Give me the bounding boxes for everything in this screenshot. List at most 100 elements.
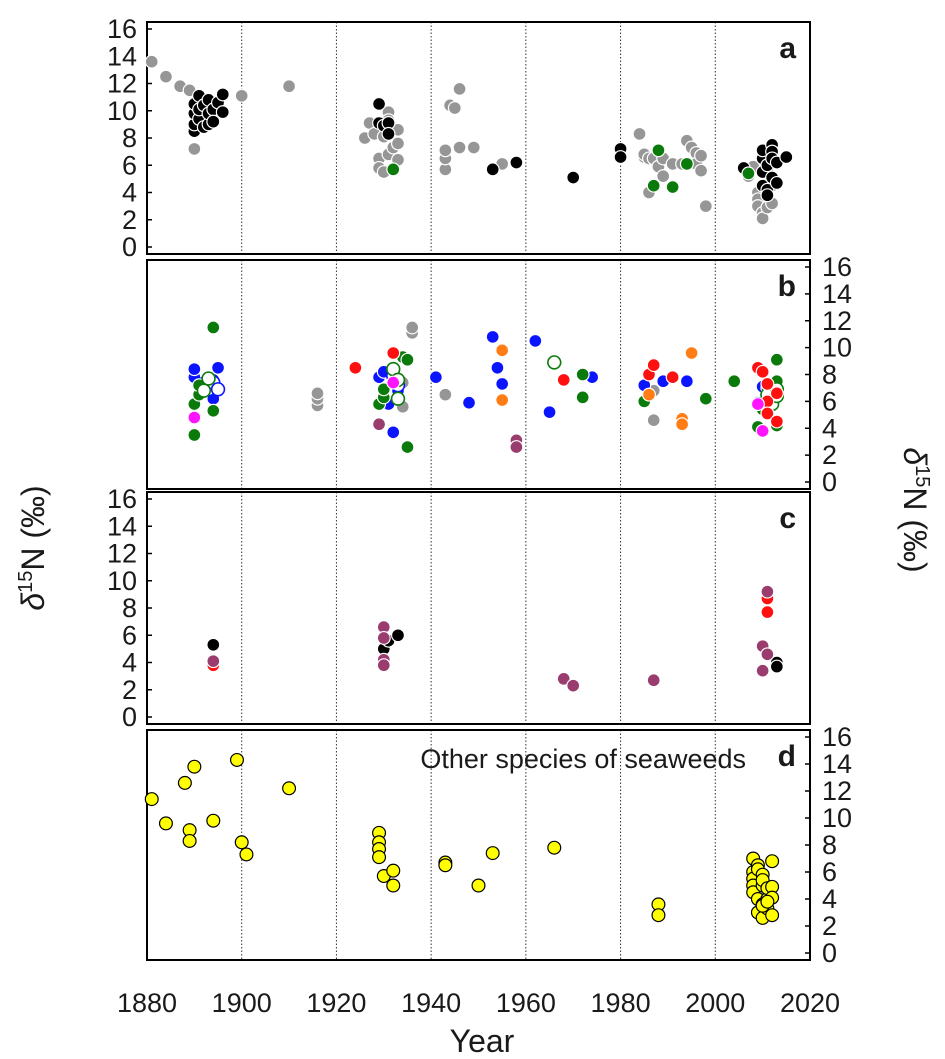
data-point-green [646,178,661,193]
data-point-purple [556,671,571,686]
panel-label: c [779,502,796,535]
y-tick-label: 16 [822,252,852,282]
data-point-purple [760,584,775,599]
data-point-orange [684,346,699,361]
data-point-purple [760,647,775,662]
data-point-yellow [177,775,192,790]
data-point-blue [528,333,543,348]
y-tick-label: 8 [822,830,837,860]
data-point-red [760,376,775,391]
panel-label: b [778,270,796,303]
data-point-green [376,382,391,397]
data-point-green [679,156,694,171]
x-tick-label: 1920 [306,988,366,1018]
data-point-gray [656,169,671,184]
y-tick-label: 14 [107,511,137,541]
data-point-yellow [229,752,244,767]
data-point-gray [187,141,202,156]
data-point-yellow [765,908,780,923]
data-point-green [698,391,713,406]
data-point-yellow [187,759,202,774]
y-tick-label: 2 [822,440,837,470]
data-point-green [575,367,590,382]
y-axis-title-left-rest: N (‰) [15,485,51,570]
x-axis-title: Year [450,1023,515,1059]
data-point-gray [390,136,405,151]
y-tick-label: 4 [122,648,137,678]
data-point-yellow [386,863,401,878]
data-point-red [646,358,661,373]
data-point-green [400,440,415,455]
data-point-gray [698,199,713,214]
data-point-orange [675,417,690,432]
data-point-gray [466,140,481,155]
data-point-orange [495,343,510,358]
y-tick-label: 4 [122,178,137,208]
data-point-orange [495,393,510,408]
data-point-blue [490,360,505,375]
y-tick-label: 6 [822,857,837,887]
data-point-gray [158,69,173,84]
data-point-green-hollow [390,391,406,406]
x-tick-label: 1960 [496,988,556,1018]
data-point-black [769,175,784,190]
data-point-magenta [187,410,202,425]
data-point-green [741,166,756,181]
x-tick-label: 1940 [401,988,461,1018]
data-point-purple [509,440,524,455]
data-point-gray [438,143,453,158]
data-point-green [400,352,415,367]
data-point-black [769,659,784,674]
y-tick-label: 8 [122,123,137,153]
y-axis-title-left: δ15N (‰) [15,485,51,610]
data-point-yellow [471,878,486,893]
data-point-blue [462,395,477,410]
data-point-purple [206,654,221,669]
data-point-black [509,155,524,170]
y-tick-label: 12 [107,539,137,569]
data-point-black [566,170,581,185]
data-point-yellow [485,846,500,861]
data-point-black [760,188,775,203]
data-point-blue [485,329,500,344]
data-point-green [651,143,666,158]
data-point-black [381,126,396,141]
y-tick-label: 10 [107,566,137,596]
y-tick-label: 8 [822,360,837,390]
data-point-purple [376,630,391,645]
y-tick-label: 14 [822,279,852,309]
data-point-gray [310,386,325,401]
y-axis-title-right-rest: N (‰) [897,487,933,572]
data-point-red [386,346,401,361]
y-tick-label: 16 [822,722,852,752]
data-point-yellow [182,833,197,848]
data-point-black [390,628,405,643]
data-point-yellow [438,858,453,873]
data-point-purple [755,663,770,678]
data-point-black [779,150,794,165]
data-point-gray [144,54,159,69]
panel-label: a [779,32,796,65]
data-point-orange [641,387,656,402]
data-point-blue [187,362,202,377]
y-tick-label: 12 [107,69,137,99]
data-point-red [665,370,680,385]
x-tick-label: 1980 [591,988,651,1018]
y-axis-title-right-sup: 15 [911,465,933,487]
data-point-red [760,605,775,620]
panel-frame [146,21,811,255]
data-point-green [769,352,784,367]
y-tick-label: 10 [822,803,852,833]
data-point-yellow [651,908,666,923]
data-point-purple [566,678,581,693]
panel-label: d [778,740,796,773]
data-point-green [187,427,202,442]
data-point-green-hollow [201,371,216,386]
data-point-red [348,360,363,375]
data-point-yellow [372,850,387,865]
data-point-yellow [144,792,159,807]
data-point-yellow [158,816,173,831]
y-tick-label: 2 [122,205,137,235]
data-point-black [613,150,628,165]
